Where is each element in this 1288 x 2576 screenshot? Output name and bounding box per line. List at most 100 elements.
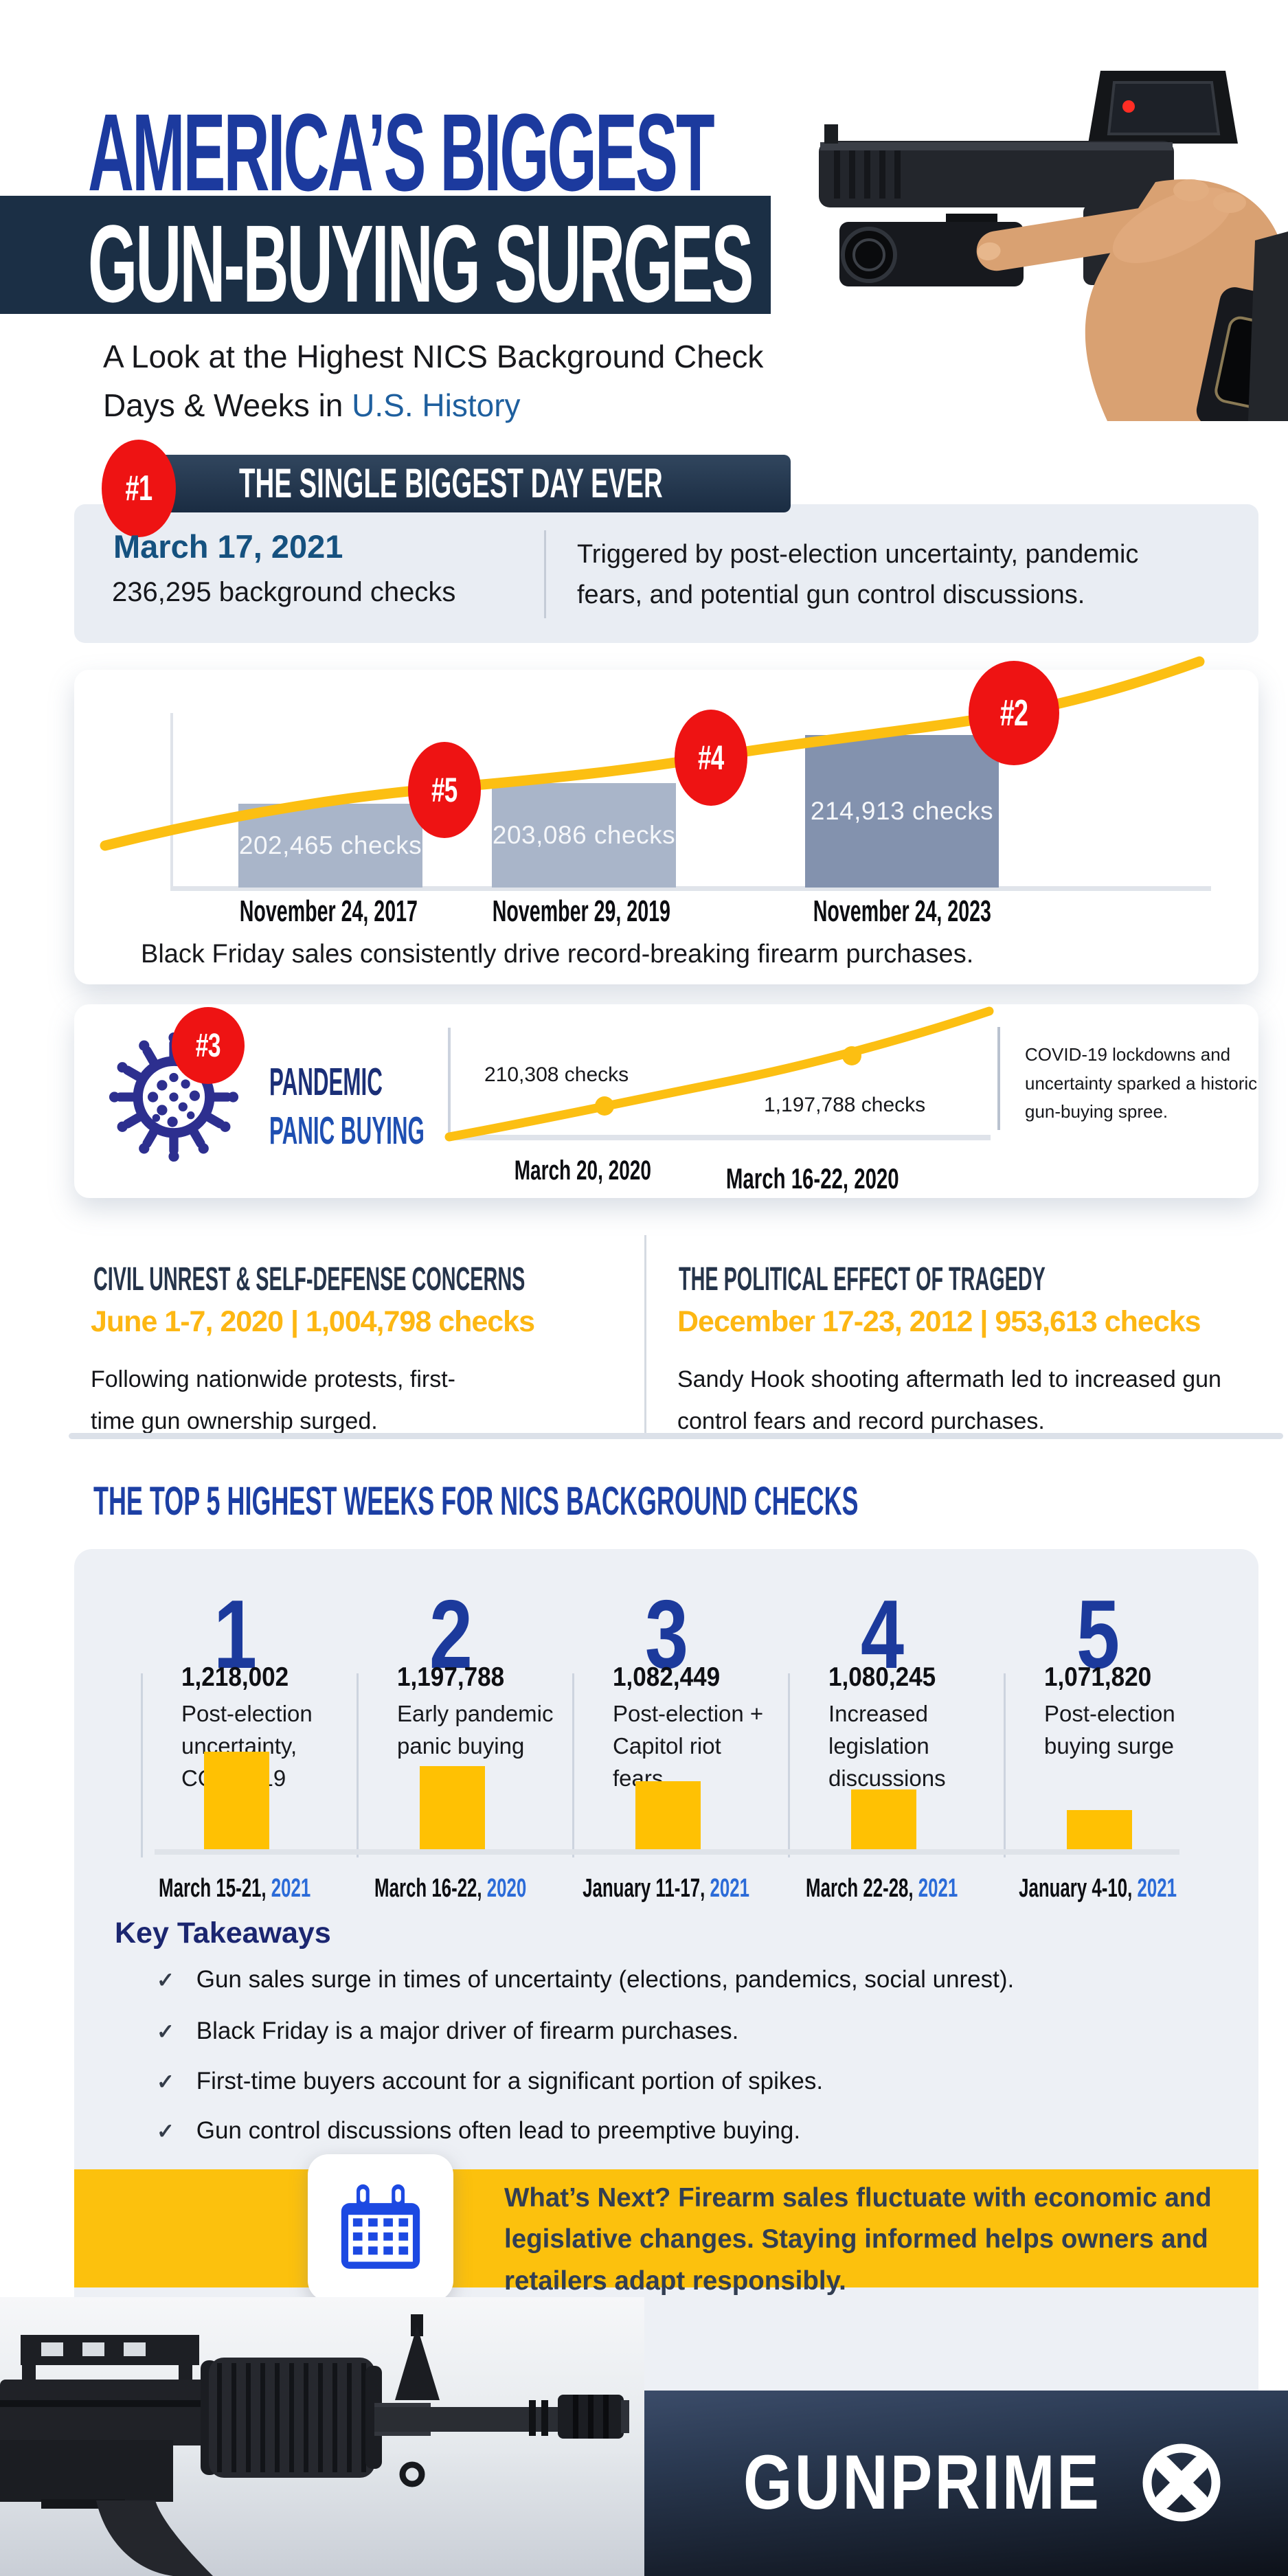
- rank-2-badge: #2: [969, 661, 1059, 765]
- top5-desc-3: Post-election + Capitol riot fears: [613, 1701, 764, 1791]
- rifle-illustration: [0, 2314, 629, 2576]
- brand-logo[interactable]: GUNPRIME: [743, 2437, 1227, 2528]
- bar-value-label: 203,086 checks: [492, 821, 676, 849]
- takeaway-item: ✓ First-time buyers account for a signif…: [157, 2068, 824, 2094]
- tragedy-heading: THE POLITICAL EFFECT OF TRAGEDY: [679, 1261, 1046, 1298]
- takeaway-item: ✓ Black Friday is a major driver of fire…: [157, 2018, 739, 2044]
- subtitle-line2: Days & Weeks in U.S. History: [103, 387, 521, 424]
- top5-date-5: January 4-10, 2021: [1019, 1874, 1177, 1903]
- tragedy-description: Sandy Hook shooting aftermath led to inc…: [677, 1366, 1221, 1435]
- data-point-march-20: [595, 1096, 614, 1116]
- rank-3-badge: #3: [172, 1007, 245, 1084]
- top5-desc-4: Increased legislation discussions: [828, 1701, 946, 1791]
- civil-unrest-heading: CIVIL UNREST & SELF-DEFENSE CONCERNS: [93, 1261, 526, 1298]
- key-takeaways-heading: Key Takeaways: [115, 1917, 331, 1950]
- top5-value-1: 1,218,002: [181, 1662, 289, 1692]
- top5-value-4: 1,080,245: [828, 1662, 936, 1692]
- top5-date-1: March 15-21, 2021: [159, 1874, 311, 1903]
- top5-date-2: March 16-22, 2020: [374, 1874, 527, 1903]
- rank-4-badge: #4: [675, 710, 747, 806]
- black-friday-date-2023: November 24, 2023: [813, 894, 991, 928]
- single-day-checks: 236,295 background checks: [112, 577, 456, 607]
- check-icon: ✓: [157, 2119, 174, 2143]
- single-day-banner-title: THE SINGLE BIGGEST DAY EVER: [239, 460, 663, 506]
- top5-rank-4: 4: [860, 1580, 904, 1689]
- single-day-banner: THE SINGLE BIGGEST DAY EVER: [148, 455, 791, 512]
- pandemic-description: COVID-19 lockdowns and uncertainty spark…: [1025, 1044, 1258, 1122]
- subtitle-link[interactable]: U.S. History: [352, 387, 521, 423]
- calendar-icon: [341, 2184, 420, 2269]
- section-rule: [69, 1433, 1283, 1439]
- check-icon: ✓: [157, 1968, 174, 1992]
- top5-date-4: March 22-28, 2021: [806, 1874, 958, 1903]
- civil-unrest-description: Following nationwide protests, first-tim…: [91, 1366, 456, 1435]
- brand-wordmark: GUNPRIME: [743, 2439, 1102, 2526]
- pandemic-point-label-2: 1,197,788 checks: [764, 1094, 926, 1116]
- top5-value-2: 1,197,788: [397, 1662, 505, 1692]
- main-title-line1: AMERICA’S BIGGEST: [88, 91, 715, 214]
- columns-divider: [644, 1235, 646, 1436]
- pandemic-card: [74, 1004, 1258, 1198]
- black-friday-baseline: [170, 886, 1211, 891]
- takeaway-item: ✓ Gun sales surge in times of uncertaint…: [157, 1966, 1015, 1993]
- tragedy-stat: December 17-23, 2012 | 953,613 checks: [677, 1305, 1201, 1338]
- black-friday-date-2019: November 29, 2019: [492, 894, 670, 928]
- pandemic-title: PANDEMIC PANIC BUYING: [269, 1060, 425, 1153]
- black-friday-trendline: [100, 656, 1205, 851]
- top5-value-5: 1,071,820: [1044, 1662, 1152, 1692]
- top5-rank-3: 3: [644, 1580, 688, 1689]
- pandemic-point-label-1: 210,308 checks: [484, 1063, 629, 1086]
- single-day-description: Triggered by post-election uncertainty, …: [577, 540, 1139, 609]
- top5-bar-3: [635, 1781, 701, 1850]
- top5-col-divider: [141, 1673, 143, 1857]
- top5-date-3: January 11-17, 2021: [583, 1874, 750, 1903]
- pandemic-divider: [997, 1027, 1000, 1130]
- top5-desc-5: Post-election buying surge: [1044, 1701, 1175, 1759]
- single-day-card: [74, 504, 1258, 643]
- check-icon: ✓: [157, 2020, 174, 2044]
- single-day-divider: [544, 530, 546, 618]
- takeaway-item: ✓ Gun control discussions often lead to …: [157, 2117, 801, 2144]
- top5-bar-1: [204, 1752, 269, 1850]
- top5-col-divider: [572, 1673, 574, 1857]
- red-dot-sight-icon: [1122, 100, 1135, 113]
- top5-desc-2: Early pandemic panic buying: [397, 1701, 554, 1759]
- black-friday-caption: Black Friday sales consistently drive re…: [141, 940, 974, 969]
- single-day-date: March 17, 2021: [113, 528, 343, 565]
- subtitle-line1: A Look at the Highest NICS Background Ch…: [103, 339, 764, 374]
- black-friday-axis: [170, 713, 173, 889]
- black-friday-bar-2017: 202,465 checks: [238, 804, 422, 888]
- pandemic-chart-axis: [448, 1028, 451, 1139]
- top5-bar-5: [1067, 1810, 1132, 1850]
- bar-value-label: 202,465 checks: [238, 831, 422, 859]
- top5-bar-4: [851, 1789, 916, 1850]
- pandemic-date-1: March 20, 2020: [514, 1155, 651, 1186]
- top5-bar-2: [420, 1766, 485, 1850]
- black-friday-bar-2019: 203,086 checks: [492, 783, 676, 888]
- main-title-line2: GUN-BUYING SURGES: [88, 201, 754, 325]
- pandemic-date-2: March 16-22, 2020: [726, 1162, 899, 1195]
- bar-value-label: 214,913 checks: [810, 797, 994, 825]
- top5-baseline: [155, 1849, 1179, 1855]
- rank-5-badge: #5: [408, 742, 481, 838]
- top5-col-divider: [357, 1673, 359, 1857]
- black-friday-bar-2023: 214,913 checks: [805, 735, 999, 888]
- pistol-illustration: [771, 17, 1288, 421]
- top5-rank-5: 5: [1076, 1580, 1120, 1689]
- check-icon: ✓: [157, 2070, 174, 2094]
- black-friday-date-2017: November 24, 2017: [239, 894, 418, 928]
- rank-1-badge: #1: [102, 440, 176, 537]
- brand-emblem-icon: [1142, 2443, 1221, 2522]
- calendar-chip: [308, 2154, 453, 2301]
- data-point-march-16-22: [842, 1046, 861, 1065]
- top5-rank-1: 1: [213, 1580, 257, 1689]
- top5-rank-2: 2: [429, 1580, 473, 1689]
- pistol-photo: [771, 17, 1288, 421]
- top5-col-divider: [1004, 1673, 1006, 1857]
- top5-value-3: 1,082,449: [613, 1662, 721, 1692]
- subtitle-line2-prefix: Days & Weeks in: [103, 387, 352, 423]
- pandemic-chart-baseline: [448, 1135, 991, 1140]
- rifle-photo: [0, 2297, 644, 2576]
- civil-unrest-stat: June 1-7, 2020 | 1,004,798 checks: [91, 1305, 535, 1338]
